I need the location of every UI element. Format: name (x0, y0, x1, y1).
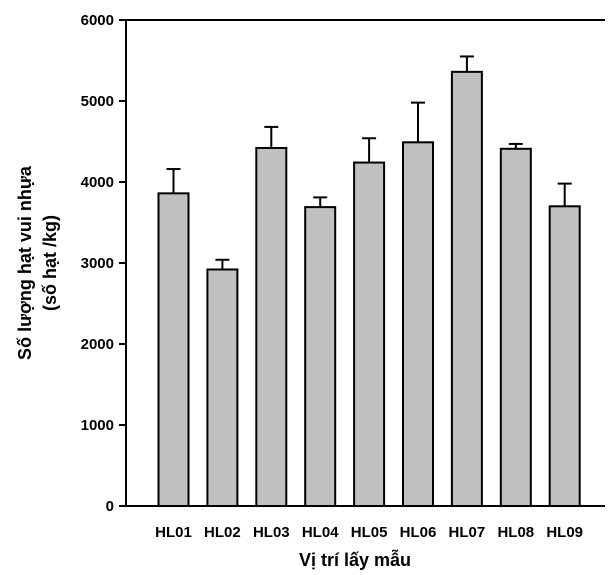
y-axis-title-line-2: (số hạt /kg) (40, 215, 60, 311)
y-tick-label: 6000 (81, 12, 114, 29)
x-tick-label: HL07 (449, 524, 486, 541)
y-tick-label: 0 (106, 498, 114, 515)
x-axis-title: Vị trí lấy mẫu (299, 549, 411, 570)
y-tick-label: 3000 (81, 255, 114, 272)
y-tick-label: 2000 (81, 336, 114, 353)
x-tick-label: HL01 (155, 524, 192, 541)
x-tick-label: HL02 (204, 524, 241, 541)
x-tick-label: HL05 (351, 524, 388, 541)
bar-hl06 (402, 141, 434, 507)
x-tick-label: HL04 (302, 524, 339, 541)
y-axis-title-line-1: Số lượng hạt vui nhựa (15, 165, 35, 360)
y-tick-label: 4000 (81, 174, 114, 191)
bar-hl07 (450, 70, 483, 507)
y-tick-label: 5000 (81, 93, 114, 110)
bar-hl08 (499, 147, 532, 507)
x-tick-label: HL09 (546, 524, 583, 541)
bar-hl03 (255, 146, 288, 507)
bar-hl05 (353, 161, 386, 507)
y-axis-title: Số lượng hạt vui nhựa (số hạt /kg) (15, 165, 60, 360)
x-tick-label: HL03 (253, 524, 290, 541)
plot-area: 0 1000 2000 3000 4000 5000 6000 HL01 HL02 HL03 HL0… (81, 12, 605, 541)
x-tick-label: HL08 (497, 524, 534, 541)
x-tick-label: HL06 (400, 524, 437, 541)
bar-hl09 (548, 205, 581, 508)
y-tick-label: 1000 (81, 417, 114, 434)
bar-hl01 (157, 192, 190, 507)
bar-hl02 (206, 268, 239, 508)
bar-hl04 (304, 206, 337, 508)
